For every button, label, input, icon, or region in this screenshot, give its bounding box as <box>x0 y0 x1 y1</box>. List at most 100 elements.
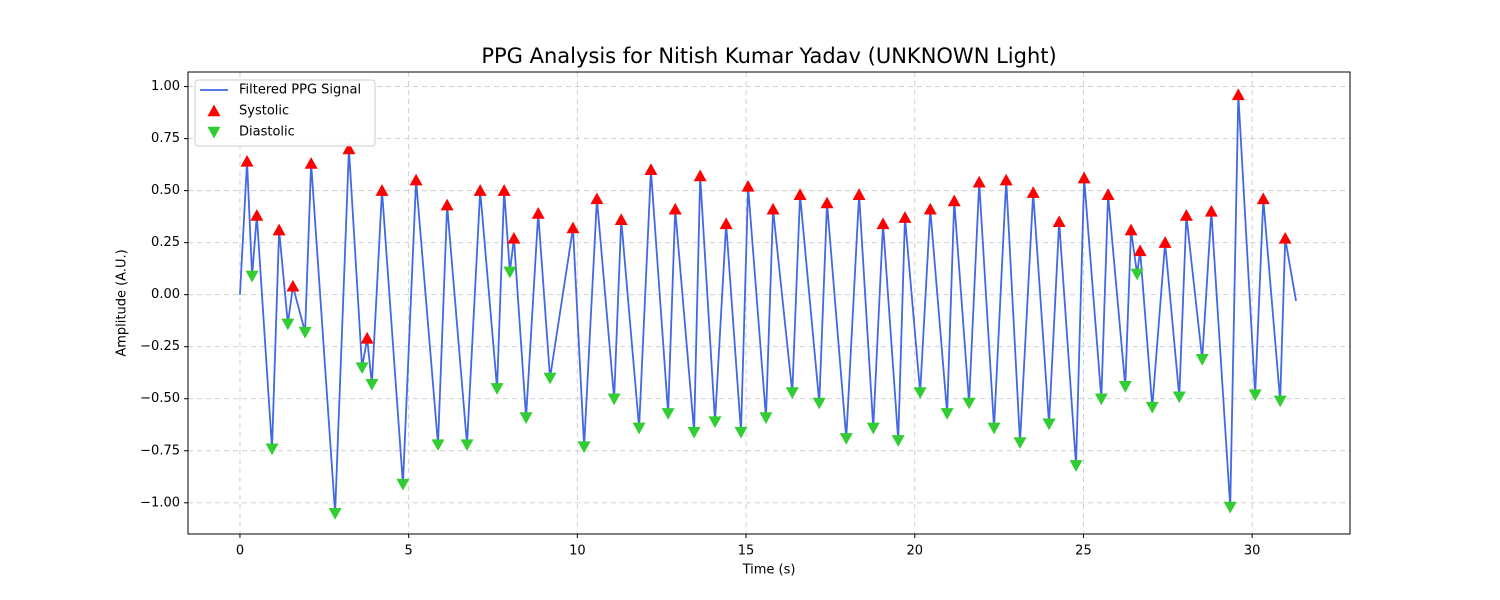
systolic-marker <box>1077 171 1091 184</box>
diastolic-marker <box>734 426 748 439</box>
systolic-marker <box>972 175 986 188</box>
systolic-marker <box>793 188 807 200</box>
diastolic-marker <box>940 408 954 420</box>
systolic-marker <box>1026 186 1040 198</box>
y-tick-label: 0.00 <box>151 287 180 302</box>
diastolic-marker <box>328 507 342 520</box>
diastolic-marker <box>987 422 1001 435</box>
systolic-marker <box>304 157 318 169</box>
legend-label: Systolic <box>239 104 289 119</box>
systolic-marker <box>1179 209 1193 221</box>
diastolic-marker <box>661 408 675 420</box>
y-tick-label: 0.25 <box>151 235 180 250</box>
x-tick-label: 0 <box>236 544 244 559</box>
systolic-marker <box>250 209 264 221</box>
diastolic-marker <box>365 378 379 391</box>
diastolic-marker <box>607 393 621 406</box>
diastolic-marker <box>577 441 591 454</box>
systolic-marker <box>947 194 961 207</box>
legend-marker <box>207 126 221 139</box>
diastolic-marker <box>839 433 853 445</box>
y-tick-label: 0.75 <box>151 131 180 146</box>
diastolic-marker <box>759 412 773 424</box>
systolic-marker <box>497 184 511 196</box>
systolic-marker <box>719 217 733 230</box>
diastolic-marker <box>503 266 517 279</box>
systolic-marker <box>644 163 658 176</box>
diastolic-marker <box>1172 391 1186 404</box>
systolic-marker <box>1052 215 1066 228</box>
y-tick-label: −1.00 <box>140 495 180 510</box>
diastolic-marker <box>708 416 722 429</box>
systolic-marker <box>693 169 707 182</box>
systolic-marker <box>566 221 580 234</box>
diastolic-marker <box>785 387 799 399</box>
chart-title: PPG Analysis for Nitish Kumar Yadav (UNK… <box>481 44 1056 68</box>
systolic-marker <box>741 179 755 192</box>
systolic-marker <box>1231 88 1245 101</box>
diastolic-marker <box>891 435 905 447</box>
systolic-marker <box>342 142 356 155</box>
diastolic-marker <box>1042 418 1056 431</box>
systolic-marker <box>820 196 834 209</box>
diastolic-marker <box>1094 393 1108 406</box>
legend-marker <box>207 104 221 117</box>
y-tick-label: −0.75 <box>140 443 180 458</box>
systolic-marker <box>1158 236 1172 248</box>
x-tick-label: 25 <box>1075 544 1092 559</box>
diastolic-marker <box>1273 395 1287 408</box>
x-tick-label: 30 <box>1244 544 1261 559</box>
plot-frame <box>187 71 1351 535</box>
systolic-marker <box>286 279 300 292</box>
diastolic-marker <box>1145 401 1159 414</box>
diastolic-marker <box>1130 268 1144 281</box>
diastolic-marker <box>1248 389 1262 402</box>
x-tick-label: 15 <box>738 544 755 559</box>
systolic-marker <box>272 223 286 236</box>
systolic-marker <box>999 173 1013 186</box>
systolic-marker <box>240 154 254 167</box>
systolic-marker <box>614 213 628 225</box>
diastolic-marker <box>396 478 410 491</box>
legend-label: Diastolic <box>239 125 295 140</box>
x-tick-label: 5 <box>405 544 413 559</box>
diastolic-marker <box>298 326 312 339</box>
y-tick-label: 1.00 <box>151 79 180 94</box>
y-tick-label: 0.50 <box>151 183 180 198</box>
diastolic-marker <box>355 362 369 375</box>
systolic-marker <box>668 202 682 215</box>
y-tick-label: −0.50 <box>140 391 180 406</box>
diastolic-marker <box>1013 437 1027 449</box>
systolic-marker <box>507 231 521 244</box>
systolic-marker <box>440 198 454 211</box>
systolic-marker <box>1133 244 1147 257</box>
x-axis-label: Time (s) <box>742 563 796 578</box>
diastolic-marker <box>866 422 880 435</box>
legend-label: Filtered PPG Signal <box>239 83 361 98</box>
diastolic-marker <box>1118 381 1132 393</box>
diastolic-marker <box>265 443 279 456</box>
legend-box <box>194 79 376 147</box>
systolic-marker <box>1204 204 1218 217</box>
y-axis-label: Amplitude (A.U.) <box>115 249 130 356</box>
diastolic-marker <box>1069 460 1083 472</box>
diastolic-marker <box>431 439 445 452</box>
systolic-marker <box>360 331 374 344</box>
systolic-marker <box>1101 188 1115 200</box>
systolic-marker <box>409 173 423 186</box>
diastolic-marker <box>687 426 701 439</box>
diastolic-marker <box>812 397 826 410</box>
systolic-marker <box>375 184 389 196</box>
diastolic-marker <box>1195 353 1209 366</box>
x-tick-label: 10 <box>569 544 586 559</box>
systolic-marker <box>531 207 545 219</box>
diastolic-marker <box>245 270 259 283</box>
systolic-marker <box>852 188 866 200</box>
systolic-marker <box>1124 223 1138 236</box>
diastolic-marker <box>519 412 533 424</box>
y-tick-label: −0.25 <box>140 339 180 354</box>
diastolic-marker <box>460 439 474 452</box>
diastolic-marker <box>962 397 976 410</box>
